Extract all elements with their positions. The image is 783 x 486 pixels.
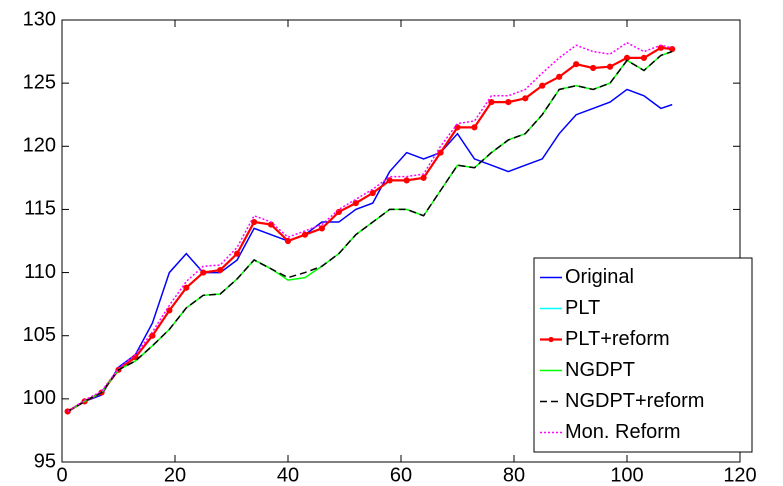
series-marker <box>183 284 190 291</box>
y-tick-label: 115 <box>24 198 56 220</box>
series-marker <box>166 307 173 314</box>
y-tick-label: 100 <box>23 387 56 409</box>
series-marker <box>234 250 241 257</box>
series-line <box>67 41 673 413</box>
series-marker <box>454 124 461 131</box>
axes-box <box>61 19 741 463</box>
x-tick-label: 60 <box>390 464 412 486</box>
series-marker <box>606 63 614 70</box>
y-tick-label: 130 <box>23 8 56 30</box>
series-marker <box>539 82 546 89</box>
y-tick-label: 125 <box>23 71 56 93</box>
series-marker <box>437 149 444 156</box>
legend-label: NGDPT+reform <box>565 390 704 412</box>
series-marker <box>200 269 207 276</box>
legend-label: Original <box>565 266 634 288</box>
series-marker <box>640 54 648 61</box>
legend-label: PLT+reform <box>565 328 670 350</box>
series-marker <box>556 73 563 80</box>
x-tick-label: 20 <box>164 464 186 486</box>
series-marker <box>420 174 427 181</box>
x-tick-label: 40 <box>277 464 299 486</box>
series-marker <box>318 225 325 232</box>
series-marker <box>301 231 309 238</box>
legend-marker <box>548 336 554 343</box>
x-tick-label: 120 <box>723 464 756 486</box>
legend-label: Mon. Reform <box>565 421 681 443</box>
y-tick-label: 120 <box>23 135 56 157</box>
series-marker <box>403 177 410 184</box>
series-marker <box>590 64 597 72</box>
series-marker <box>386 177 393 184</box>
series-marker <box>217 266 224 274</box>
y-tick-label: 105 <box>23 324 56 346</box>
series-marker <box>352 200 359 207</box>
series-line <box>67 50 673 413</box>
series-marker <box>488 98 495 106</box>
series-marker <box>251 218 258 226</box>
series-marker <box>471 124 478 131</box>
x-tick-label: 0 <box>56 464 67 486</box>
x-tick-label: 80 <box>503 464 525 486</box>
legend-label: PLT <box>565 297 600 319</box>
legend-box <box>533 257 753 453</box>
series-marker <box>505 98 512 106</box>
series-marker <box>369 189 376 197</box>
y-tick-label: 110 <box>24 261 56 283</box>
series-marker <box>149 332 156 339</box>
series-line <box>67 88 673 413</box>
x-tick-label: 100 <box>610 464 643 486</box>
series-marker <box>284 237 292 245</box>
legend-label: NGDPT <box>565 359 635 381</box>
legend: Original PLT PLT+reform NGDPT NGDPT+reform Mo… <box>533 257 753 453</box>
series-marker <box>573 61 580 68</box>
y-tick-label: 95 <box>34 450 56 472</box>
series-marker <box>522 95 529 102</box>
